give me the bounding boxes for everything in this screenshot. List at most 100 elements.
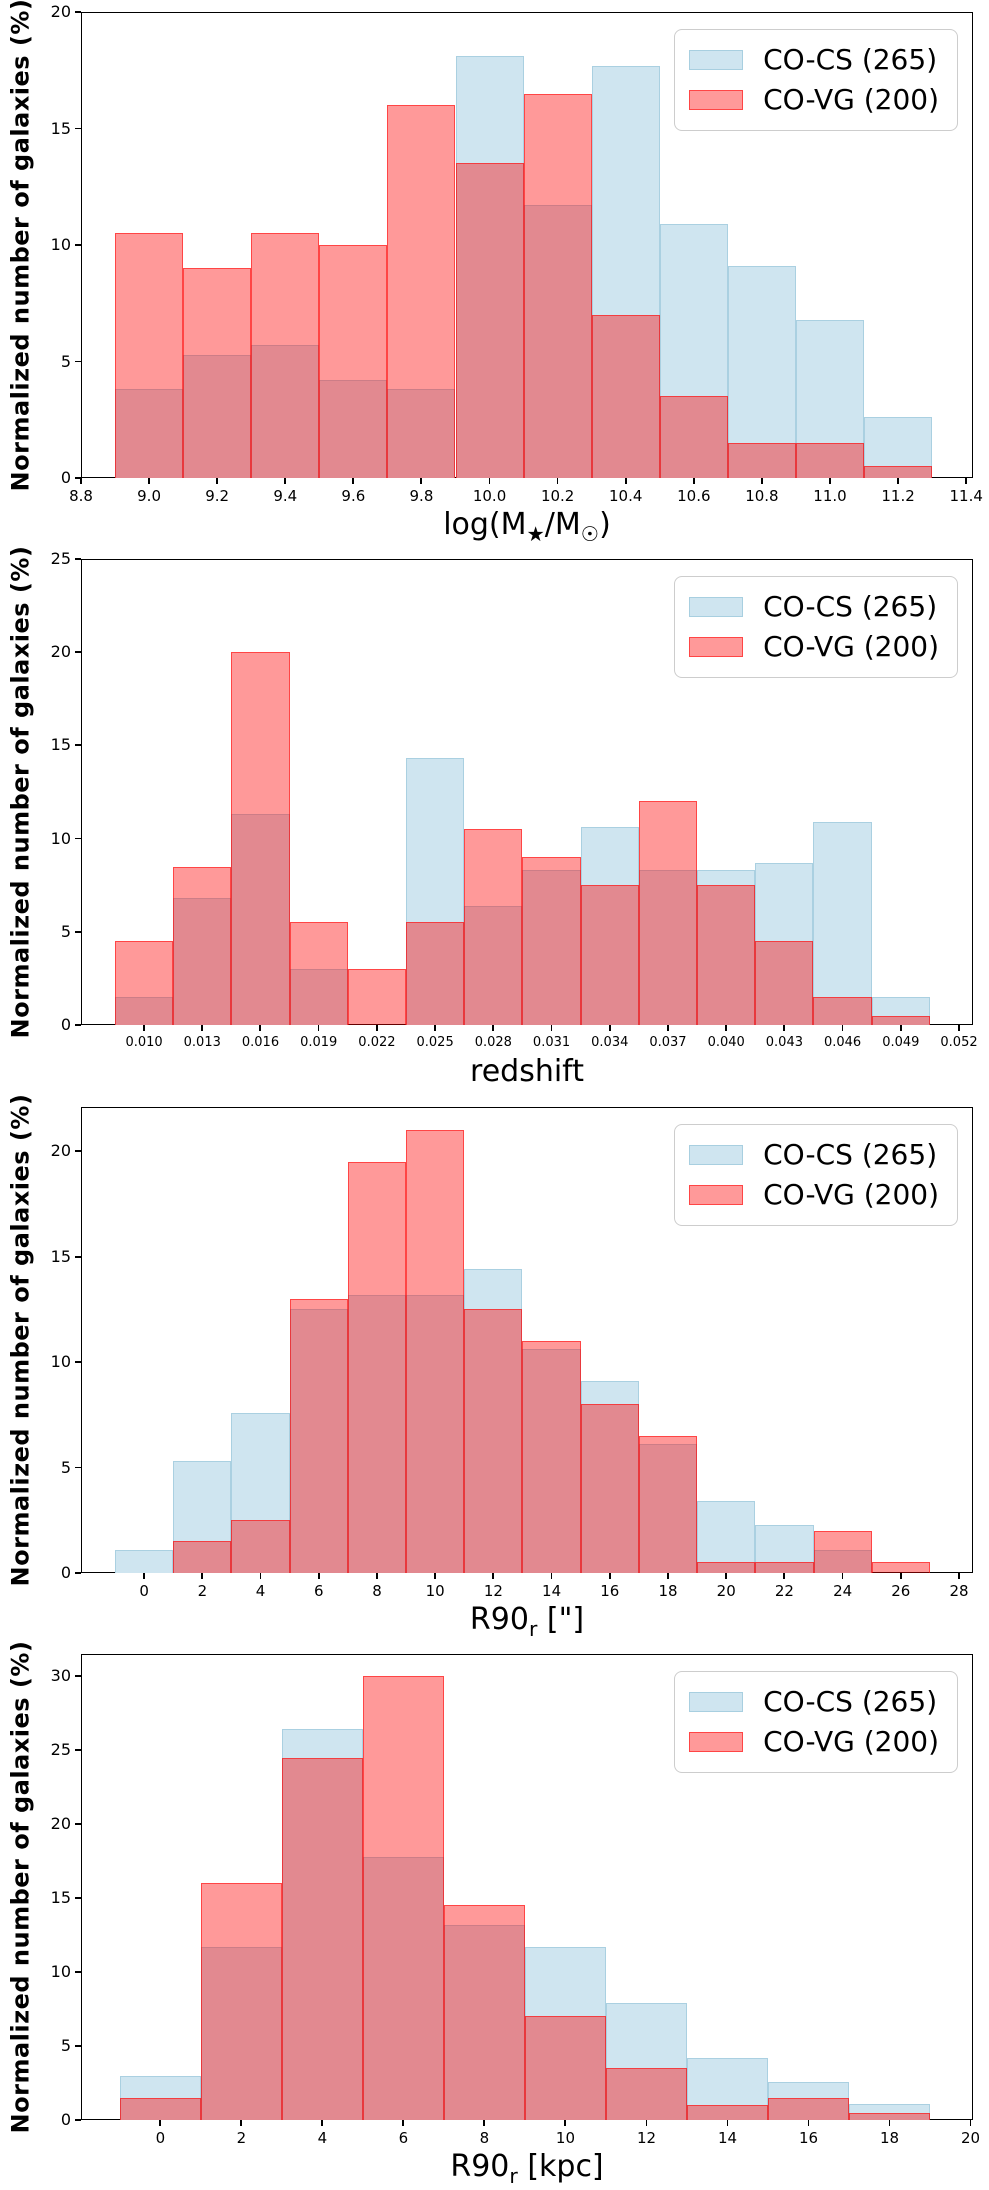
x-tick-mark: [550, 1025, 553, 1031]
x-tick-mark: [259, 1025, 262, 1031]
x-tick-label: 0.016: [241, 1035, 280, 1050]
y-tick-label: 0: [60, 2110, 71, 2129]
y-tick-mark: [75, 1024, 81, 1026]
x-tick-mark: [216, 478, 218, 484]
y-tick-label: 5: [60, 1457, 71, 1477]
y-tick-label: 5: [60, 351, 71, 371]
x-tick-label: 16: [600, 1582, 620, 1600]
legend-swatch-co-vg: [689, 1185, 744, 1205]
legend-label-co-vg: CO-VG (200): [763, 1178, 939, 1211]
bar-co-cs: [455, 56, 524, 478]
y-tick-label: 10: [50, 1352, 71, 1372]
legend-row-co-vg: CO-VG (200): [689, 80, 939, 120]
x-tick-mark: [483, 2120, 486, 2126]
y-tick-mark: [75, 1150, 81, 1153]
bar-co-vg: [406, 1130, 465, 1573]
y-tick-mark: [75, 127, 81, 130]
x-tick-label: 14: [717, 2129, 738, 2147]
bar-co-cs: [173, 1461, 232, 1573]
y-tick-mark: [75, 1749, 81, 1751]
x-tick-mark: [284, 478, 287, 484]
x-tick-mark: [402, 2120, 405, 2126]
histogram-panel-2: Normalized number of galaxies (%) 0 5 10 15 2…: [0, 546, 989, 1095]
x-tick-label: 9.2: [205, 487, 230, 505]
x-tick-mark: [725, 1025, 727, 1031]
bar-co-vg: [659, 396, 728, 478]
bar-co-cs: [524, 1946, 606, 2120]
legend-label-co-cs: CO-CS (265): [763, 590, 938, 623]
x-tick-label: 9.4: [273, 487, 298, 505]
bar-co-vg: [347, 969, 406, 1025]
y-tick-mark: [75, 837, 81, 840]
y-tick-label: 20: [50, 1814, 71, 1834]
bar-co-vg: [173, 866, 232, 1025]
bar-co-cs: [727, 265, 796, 478]
x-tick-mark: [888, 2120, 891, 2126]
bar-co-cs: [871, 997, 930, 1025]
legend-row-co-vg: CO-VG (200): [689, 1175, 939, 1215]
x-tick-label: 26: [891, 1582, 911, 1600]
legend-row-co-cs: CO-CS (265): [689, 587, 939, 627]
y-tick-label: 15: [50, 118, 71, 138]
bar-co-cs: [173, 898, 232, 1025]
bar-co-cs: [659, 224, 728, 478]
bar-co-vg: [591, 314, 660, 478]
y-tick-label: 30: [50, 1666, 71, 1686]
legend-row-co-cs: CO-CS (265): [689, 1135, 939, 1175]
y-tick-label: 25: [50, 549, 71, 568]
y-axis-label-text: Normalized number of galaxies (%): [6, 1640, 34, 2134]
x-tick-label: 9.8: [409, 487, 434, 505]
x-tick-label: 6: [313, 1582, 324, 1600]
y-tick-label: 15: [50, 1246, 71, 1266]
bar-co-vg: [524, 2016, 606, 2120]
x-tick-label: 11.0: [813, 487, 847, 505]
x-tick-mark: [201, 1025, 204, 1031]
bar-co-cs: [813, 821, 872, 1025]
bar-co-vg: [871, 1015, 930, 1025]
x-tick-mark: [899, 1025, 902, 1031]
y-tick-mark: [75, 1255, 81, 1258]
bar-co-vg: [871, 1562, 930, 1573]
legend-box: CO-CS (265) CO-VG (200): [674, 576, 958, 678]
x-tick-mark: [897, 478, 899, 484]
y-tick-label: 10: [50, 235, 71, 254]
x-tick-label: 10: [425, 1582, 445, 1600]
x-tick-label: 0.037: [649, 1035, 687, 1050]
bar-co-cs: [697, 1501, 756, 1573]
bar-co-cs: [687, 2057, 769, 2120]
x-tick-mark: [321, 2120, 324, 2126]
legend-box: CO-CS (265) CO-VG (200): [674, 1671, 958, 1773]
bar-co-vg: [522, 1341, 581, 1573]
bar-co-cs: [200, 1946, 282, 2120]
legend-swatch-co-cs: [689, 50, 744, 70]
x-tick-mark: [420, 478, 423, 484]
y-tick-label: 0: [60, 468, 71, 487]
bar-co-vg: [455, 163, 524, 478]
bar-co-vg: [281, 1757, 363, 2120]
bar-co-vg: [638, 801, 698, 1025]
bar-co-cs: [864, 417, 933, 478]
histogram-panel-1: Normalized number of galaxies (%) 0 5 10 15 2…: [0, 0, 989, 547]
x-tick-mark: [240, 2120, 243, 2126]
legend-label-co-vg: CO-VG (200): [763, 630, 939, 663]
x-tick-label: 10.0: [472, 487, 507, 505]
x-axis-label: R90r [kpc]: [450, 2149, 604, 2189]
legend-label-co-cs: CO-CS (265): [763, 43, 938, 76]
y-tick-mark: [75, 360, 81, 363]
bar-co-vg: [697, 1562, 756, 1573]
x-tick-mark: [550, 1573, 553, 1579]
bar-co-vg: [119, 2097, 201, 2120]
y-tick-label: 15: [50, 1888, 71, 1908]
y-tick-label: 5: [60, 921, 71, 941]
y-tick-mark: [75, 930, 81, 933]
x-tick-mark: [965, 478, 967, 484]
x-tick-label: 0.028: [474, 1035, 512, 1050]
x-tick-label: 4: [317, 2129, 328, 2147]
bar-co-cs: [580, 1381, 639, 1573]
bar-co-vg: [795, 443, 865, 478]
y-tick-label: 10: [50, 828, 71, 848]
x-tick-label: 0.049: [882, 1035, 920, 1050]
bar-co-vg: [251, 233, 320, 478]
x-tick-label: 8: [479, 2129, 490, 2147]
x-tick-label: 12: [483, 1582, 503, 1600]
